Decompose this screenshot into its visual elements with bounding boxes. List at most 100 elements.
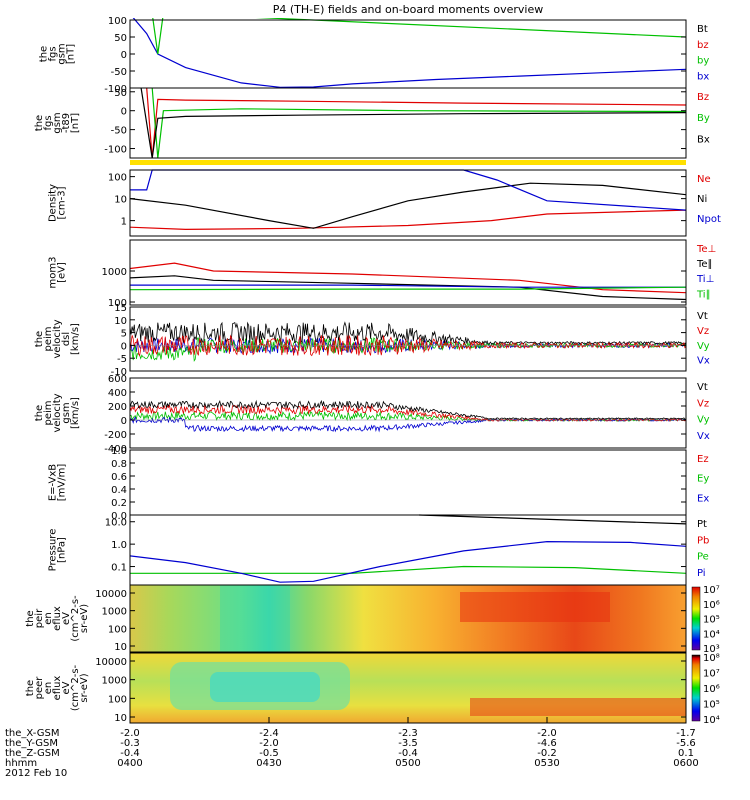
xaxis-value: 0400	[117, 758, 142, 769]
legend-pressure-Pe: Pe	[697, 552, 709, 563]
ytick-label-density: 1	[121, 217, 127, 228]
legend-vel2-Vt: Vt	[697, 382, 708, 393]
velocity-dsl-traces	[130, 321, 686, 362]
series-lines	[130, 18, 686, 583]
series-line-density-Ni	[130, 182, 686, 229]
colorbar-label-ele_spec: 10⁵	[703, 700, 720, 711]
legend-efield-Ez: Ez	[697, 454, 709, 465]
ylabel-ele_spec: en	[43, 682, 54, 695]
ylabel-temp: [eV]	[57, 262, 68, 283]
series-line-temp-Te∥	[130, 275, 686, 301]
ylabel-fgs2: the	[34, 115, 45, 131]
ytick-label-efield: 0.2	[111, 498, 127, 509]
ylabel-fgs: fgs	[48, 46, 59, 61]
ion-spectrogram	[130, 585, 686, 652]
ytick-label-density: 10	[114, 195, 127, 206]
xaxis-value: 0500	[395, 758, 420, 769]
xaxis-value: 0530	[534, 758, 559, 769]
xaxis-value: -3.5	[398, 738, 418, 749]
xaxis-value: -2.0	[259, 738, 279, 749]
ytick-label-temp: 1000	[102, 267, 127, 278]
legend-efield-Ex: Ex	[697, 493, 709, 504]
series-line-fgs-by	[152, 18, 686, 55]
ylabel-pressure: Pressure	[48, 529, 59, 572]
legend-vel1-Vz: Vz	[697, 326, 709, 337]
ytick-label-ele_spec: 1000	[102, 676, 127, 687]
ytick-label-ion_spec: 1000	[102, 607, 127, 618]
legend-pressure-Pi: Pi	[697, 568, 706, 579]
panel-frame-fgs2	[129, 87, 687, 159]
xaxis-value: 0.1	[678, 748, 694, 759]
ylabel-density: [cm-3]	[57, 186, 68, 219]
ylabel-fgs: the	[39, 46, 50, 62]
legend-temp-Te⊥: Te⊥	[696, 244, 716, 255]
ytick-label-vel2: -400	[104, 444, 127, 455]
ylabel-vel2: velocity	[52, 393, 63, 432]
legend-density-Npot: Npot	[697, 214, 721, 225]
ytick-label-fgs: 0	[121, 50, 127, 61]
ytick-label-vel1: 10	[114, 316, 127, 327]
series-line-density-Ne	[130, 209, 686, 231]
ylabel-ele_spec: (cm^2-s-	[70, 664, 81, 711]
ytick-label-pressure: 10.0	[105, 518, 127, 529]
panel-frame-ion_spec	[129, 584, 687, 653]
legend-pressure-Pt: Pt	[697, 519, 707, 530]
ylabel-ion_spec: en	[43, 612, 54, 625]
series-line-fgs2-Bx	[140, 87, 686, 159]
ytick-label-ion_spec: 10	[114, 642, 127, 653]
ylabel-fgs2: gsm	[52, 112, 63, 133]
ytick-label-vel1: 5	[121, 329, 127, 340]
xaxis-value: -0.2	[537, 748, 557, 759]
colorbar-label-ion_spec: 10⁴	[703, 629, 720, 640]
ylabel-vel2: [km/s]	[70, 397, 81, 429]
ytick-label-efield: 0.6	[111, 472, 127, 483]
electron-colorbar	[691, 654, 701, 722]
legend-vel1-Vx: Vx	[697, 356, 710, 367]
date-label: 2012 Feb 10	[5, 768, 67, 779]
legend-vel1-Vt: Vt	[697, 311, 708, 322]
legend-vel1-Vy: Vy	[697, 341, 710, 352]
series-line-fgs2-By	[151, 87, 686, 159]
legend-density-Ne: Ne	[697, 174, 711, 185]
series-line-fgs-bx	[132, 18, 686, 88]
panel-frame-pressure	[129, 514, 687, 586]
panel-frame-fgs	[129, 19, 687, 89]
ytick-label-vel1: -10	[111, 367, 127, 378]
ytick-label-fgs2: 0	[121, 107, 127, 118]
legend-fgs-bz: bz	[697, 40, 709, 51]
ytick-label-density: 100	[108, 173, 127, 184]
xaxis-row-label: the_Y-GSM	[5, 738, 58, 749]
ytick-label-temp: 100	[108, 298, 127, 309]
ylabel-ele_spec: peer	[34, 676, 45, 700]
ytick-label-ele_spec: 10000	[95, 657, 127, 668]
ytick-label-fgs2: -50	[111, 126, 127, 137]
xaxis-value: -2.0	[537, 728, 557, 739]
ylabel-fgs2: fgs	[43, 115, 54, 130]
ylabel-vel1: the	[34, 331, 45, 347]
xaxis-value: 0430	[256, 758, 281, 769]
ytick-label-vel2: 600	[108, 374, 127, 385]
ytick-label-efield: 0.0	[111, 511, 127, 522]
ion-colorbar	[691, 586, 701, 651]
ytick-label-fgs2: 50	[114, 88, 127, 99]
legend-fgs-by: by	[697, 56, 709, 67]
panel-frame-vel2	[129, 377, 687, 449]
ylabel-vel2: gsm	[61, 402, 72, 423]
ytick-label-vel1: -5	[117, 354, 127, 365]
ylabel-pressure: [nPa]	[57, 537, 68, 563]
legend-efield-Ey: Ey	[697, 474, 709, 485]
legend-vel2-Vy: Vy	[697, 415, 710, 426]
xaxis-value: -0.5	[259, 748, 279, 759]
legend-temp-Ti∥: Ti∥	[696, 289, 711, 300]
ylabel-vel1: peim	[43, 326, 54, 351]
ylabel-ion_spec: the	[25, 610, 36, 626]
ytick-label-fgs: 50	[114, 33, 127, 44]
ylabel-fgs2: [nT]	[70, 113, 81, 133]
xaxis-value: -2.3	[398, 728, 418, 739]
xaxis-value: -1.7	[676, 728, 696, 739]
legend-vel2-Vx: Vx	[697, 431, 710, 442]
ytick-label-vel1: 0	[121, 341, 127, 352]
xaxis-value: -4.6	[537, 738, 557, 749]
ytick-label-vel2: 200	[108, 402, 127, 413]
